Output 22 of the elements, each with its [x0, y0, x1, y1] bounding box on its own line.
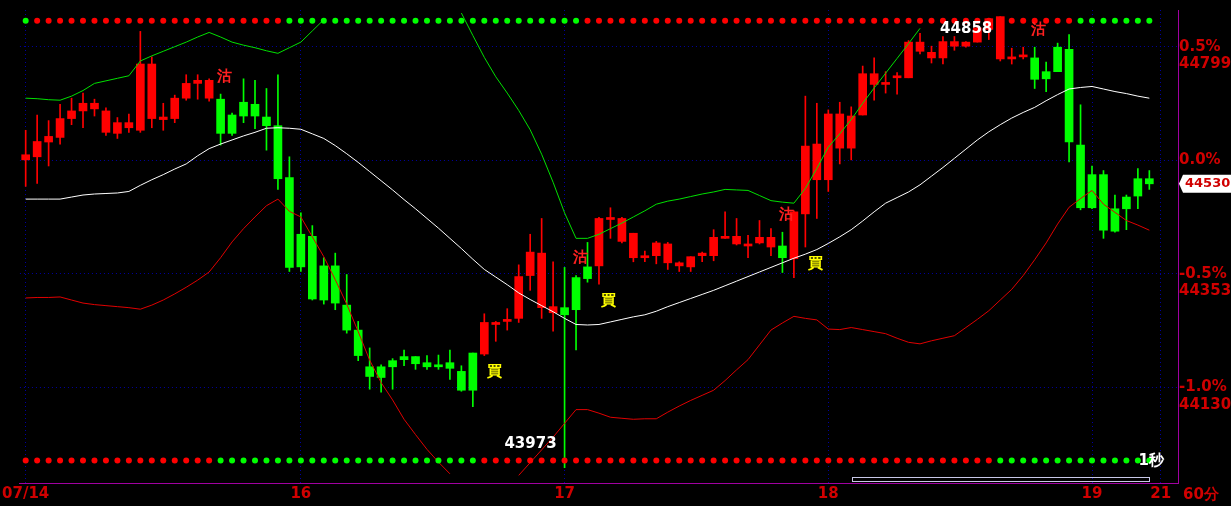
y2-tick-label: 44130: [1179, 394, 1231, 413]
y2-tick-label: 44799: [1179, 53, 1231, 72]
y-tick-label: -1.0%: [1179, 377, 1227, 396]
annotation: 沽: [1030, 20, 1047, 39]
x-tick-label: 17: [554, 483, 576, 502]
x-axis-title: 60分: [1183, 484, 1220, 503]
x-tick-label: 18: [817, 483, 839, 502]
annotation: 買: [485, 362, 502, 381]
annotation: 買: [600, 291, 617, 310]
y-tick-label: -0.5%: [1179, 263, 1227, 282]
x-tick-label: 16: [290, 483, 312, 502]
x-tick-label: 07/14: [2, 483, 50, 502]
x-tick-label: 21: [1150, 483, 1172, 502]
y2-tick-label: 44353: [1179, 280, 1231, 299]
annotation: 買: [806, 253, 823, 272]
x-tick-label: 19: [1081, 483, 1103, 502]
annotation: 1秒: [1138, 450, 1165, 469]
annotation: 43973: [504, 433, 557, 452]
annotation: 沽: [216, 66, 233, 85]
y-tick-label: 0.5%: [1179, 36, 1221, 55]
text: 44530: [1185, 175, 1231, 191]
y-tick-label: 0.0%: [1179, 150, 1221, 169]
